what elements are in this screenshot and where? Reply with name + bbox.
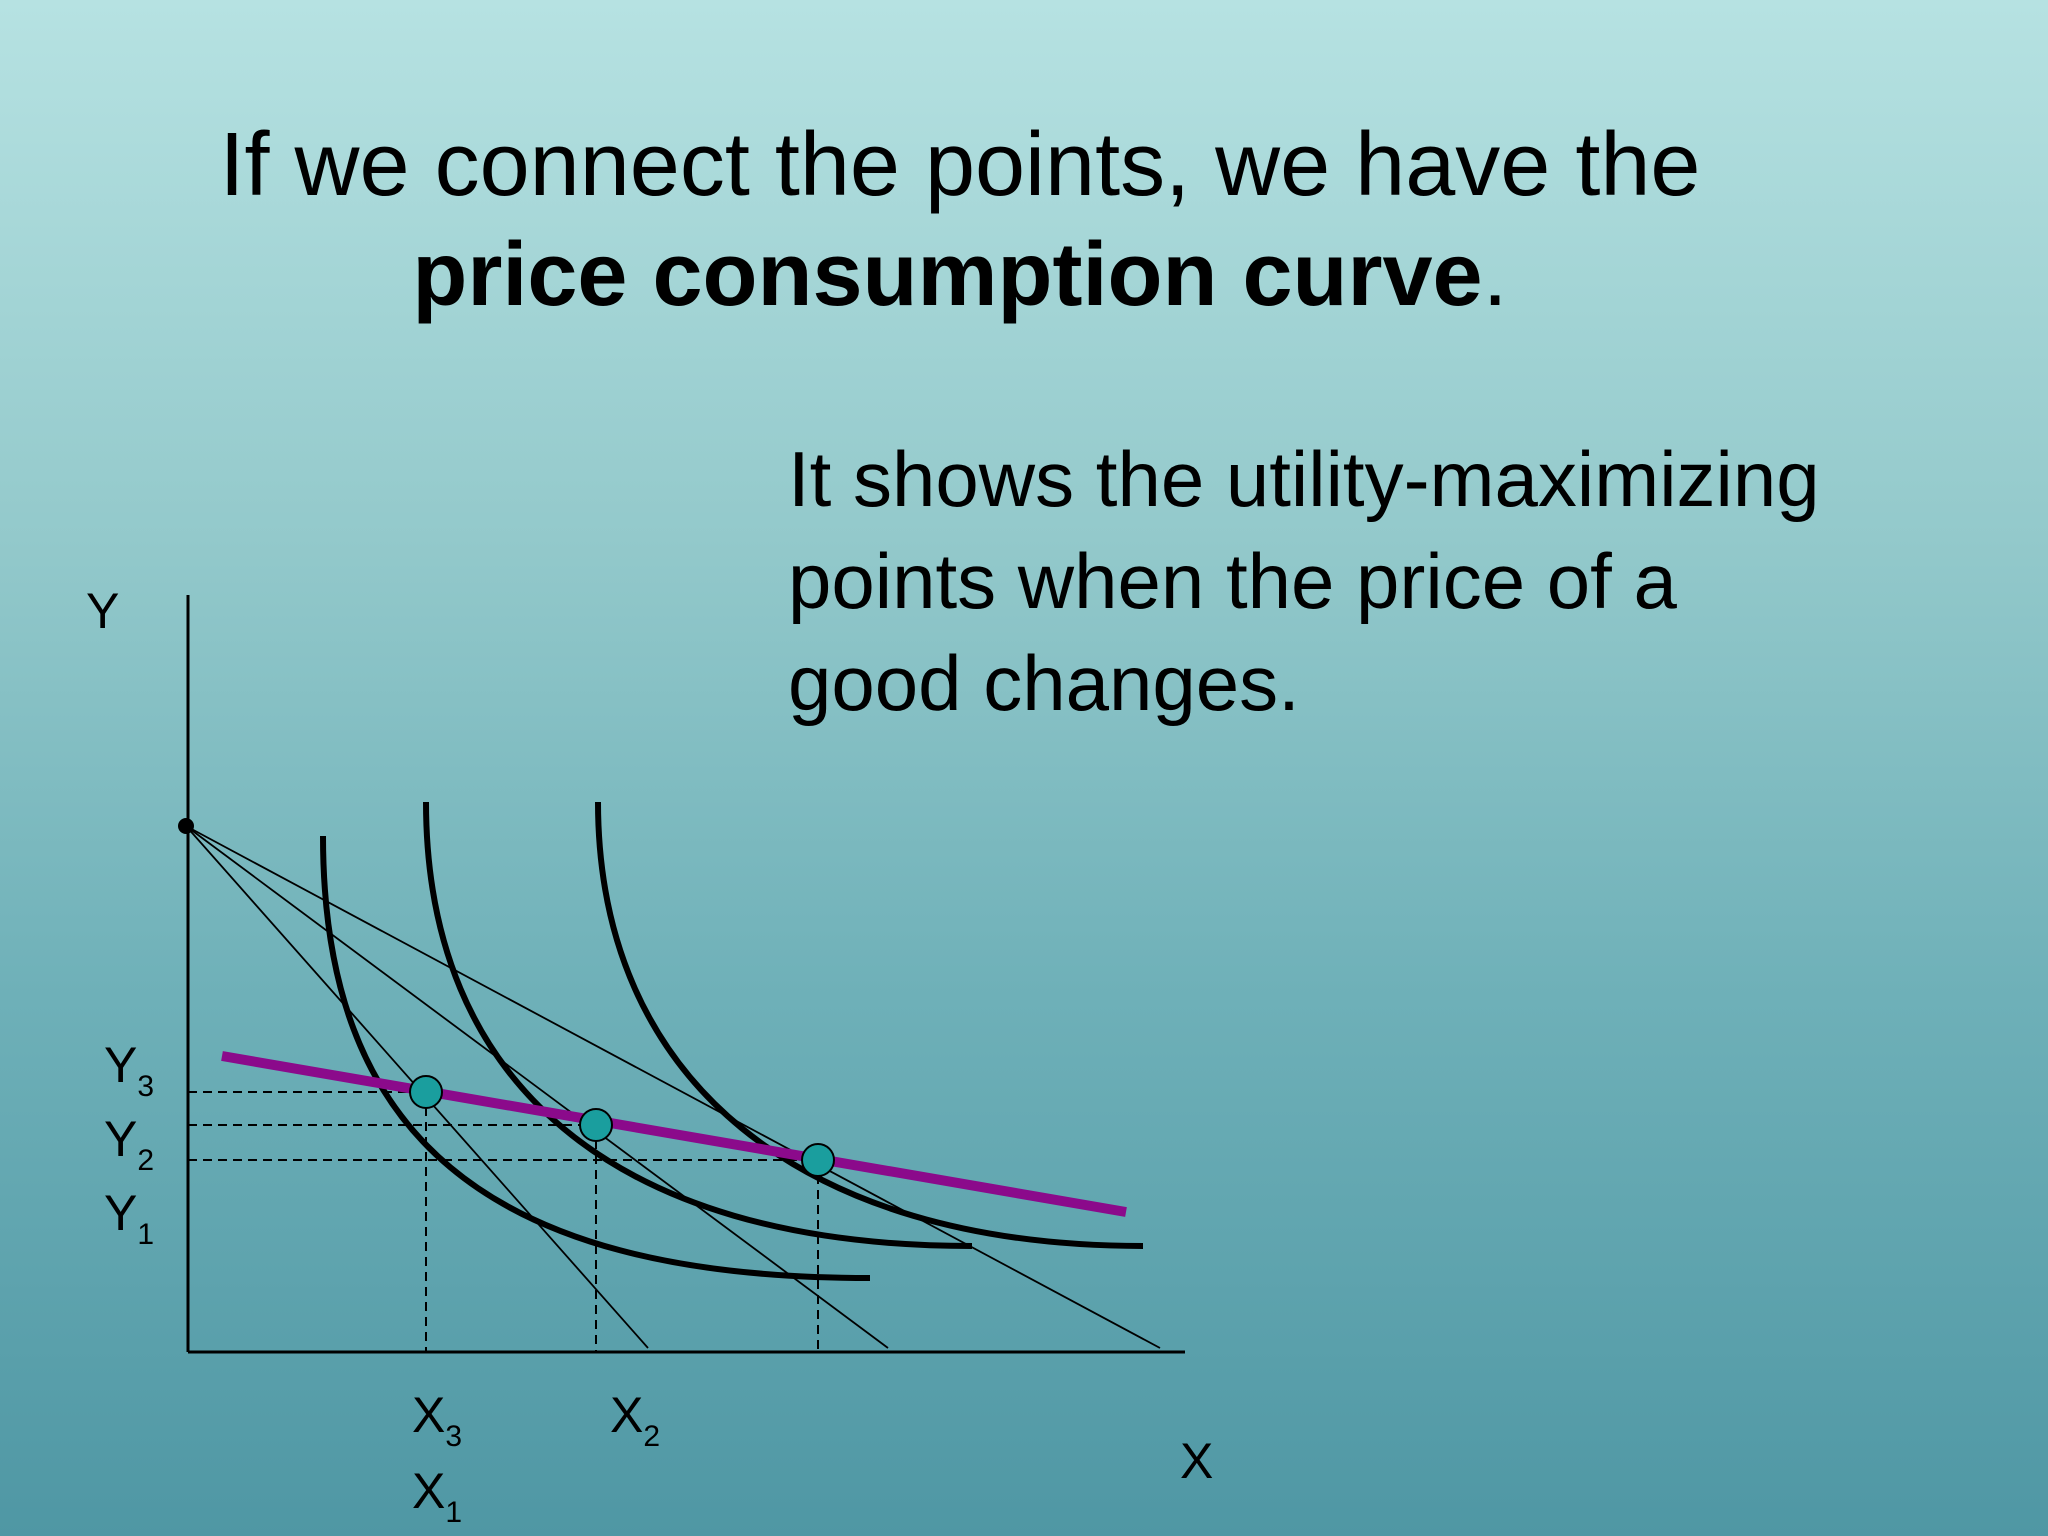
- equilibrium-point-2: [579, 1108, 613, 1142]
- x-tick-x3: X3: [412, 1387, 462, 1453]
- title-bold-term: price consumption curve: [412, 225, 1483, 325]
- slide-title: If we connect the points, we have the pr…: [0, 110, 1920, 330]
- y-tick-y2: Y2: [104, 1111, 154, 1177]
- y-tick-y1: Y1: [104, 1185, 154, 1251]
- equilibrium-point-1: [409, 1075, 443, 1109]
- x-axis-label: X: [1180, 1433, 1213, 1489]
- indifference-curve-2: [423, 801, 973, 1249]
- indifference-curve-1: [320, 835, 871, 1281]
- description-line-3: good changes.: [788, 639, 1300, 727]
- indifference-curve-3: [595, 801, 1144, 1249]
- title-line-1: If we connect the points, we have the: [219, 115, 1701, 215]
- x-tick-x2: X2: [610, 1387, 660, 1453]
- description-line-1: It shows the utility-maximizing: [788, 435, 1820, 523]
- budget-line-3: [185, 825, 1161, 1349]
- description-line-2: points when the price of a: [788, 537, 1677, 625]
- price-consumption-curve: [221, 1051, 1127, 1217]
- budget-intercept-dot: [178, 818, 194, 834]
- y-axis-label: Y: [86, 583, 119, 639]
- budget-line-2: [185, 825, 889, 1349]
- equilibrium-point-3: [801, 1143, 835, 1177]
- x-tick-x1: X1: [412, 1463, 462, 1529]
- description: It shows the utility-maximizing points w…: [788, 428, 2028, 734]
- y-tick-y3: Y3: [104, 1037, 154, 1103]
- title-end: .: [1482, 225, 1508, 325]
